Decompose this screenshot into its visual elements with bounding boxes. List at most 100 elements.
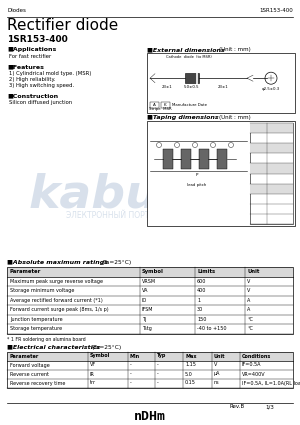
Text: Max: Max [185,354,196,359]
Circle shape [175,142,179,147]
Bar [7,267,293,334]
Text: For fast rectifier: For fast rectifier [9,54,51,59]
Text: -40 to +150: -40 to +150 [197,326,226,331]
Bar [7,351,293,360]
Text: Min: Min [130,354,140,359]
Text: 400: 400 [197,288,206,293]
Text: 5.0±0.5: 5.0±0.5 [184,85,200,89]
Text: Reverse recovery time: Reverse recovery time [10,380,65,385]
Text: Unit: Unit [247,269,260,274]
Text: (Unit : mm): (Unit : mm) [219,115,251,120]
Text: K: K [164,103,166,107]
Text: A: A [247,307,250,312]
Text: Rectifier diode: Rectifier diode [7,18,118,33]
Bar [250,143,293,153]
Text: (Unit : mm): (Unit : mm) [219,47,251,52]
Text: °C: °C [247,317,253,322]
Text: Symbol: Symbol [90,354,110,359]
Text: 30: 30 [197,307,203,312]
Text: Parameter: Parameter [10,354,39,359]
Text: ■Applications: ■Applications [7,47,56,52]
Text: Tstg: Tstg [142,326,152,331]
Text: Symbol: Symbol [142,269,164,274]
Text: 23±1: 23±1 [162,85,172,89]
Text: μA: μA [214,371,220,377]
Text: Cathode  diode  (to MSR): Cathode diode (to MSR) [166,55,212,59]
Text: Maximum peak surge reverse voltage: Maximum peak surge reverse voltage [10,279,103,284]
Text: Silicon diffused junction: Silicon diffused junction [9,100,72,105]
Text: trr: trr [90,380,96,385]
Bar [163,149,173,169]
Text: Forward voltage: Forward voltage [10,363,50,368]
Text: φ2.5±0.3: φ2.5±0.3 [262,87,280,91]
Text: (Ta=25°C): (Ta=25°C) [91,345,121,349]
Text: (Ta=25°C): (Ta=25°C) [102,260,132,265]
Text: 1.15: 1.15 [185,363,196,368]
Circle shape [211,142,215,147]
Text: ■External dimensions: ■External dimensions [147,47,225,52]
Text: -: - [157,363,159,368]
Text: 1SR153-400: 1SR153-400 [259,8,293,13]
Text: Rev.B: Rev.B [230,405,245,410]
Text: -: - [157,380,159,385]
Text: Junction temperature: Junction temperature [10,317,63,322]
Text: 150: 150 [197,317,206,322]
Text: P: P [196,173,198,177]
Bar [217,149,227,169]
Text: ■Features: ■Features [7,64,44,69]
Text: Stripe  MSR: Stripe MSR [149,107,172,111]
Bar [250,123,293,224]
Bar [147,121,295,226]
Text: Manufacture Date: Manufacture Date [172,103,207,107]
Text: IF=0.5A, IL=1.0A(RL load): IF=0.5A, IL=1.0A(RL load) [242,380,300,385]
Text: -: - [130,371,132,377]
Bar [147,53,295,113]
Bar [161,102,170,108]
Text: V: V [247,288,250,293]
Text: -: - [157,371,159,377]
Text: Typ: Typ [157,354,166,359]
Text: Unit: Unit [214,354,226,359]
Bar [185,73,199,83]
Text: Storage temperature: Storage temperature [10,326,62,331]
Circle shape [193,142,197,147]
Bar [181,149,191,169]
Bar [250,163,293,173]
Text: V: V [247,279,250,284]
Text: IO: IO [142,298,147,303]
Bar [7,351,293,388]
Text: 2) High reliability.: 2) High reliability. [9,77,56,82]
Bar [250,123,293,133]
Text: 600: 600 [197,279,206,284]
Text: kabus: kabus [28,173,188,218]
Text: °C: °C [247,326,253,331]
Text: Storage minimum voltage: Storage minimum voltage [10,288,74,293]
Text: Conditions: Conditions [242,354,271,359]
Text: IR: IR [90,371,95,377]
Text: VF: VF [90,363,96,368]
Text: Diodes: Diodes [7,8,26,13]
Bar [250,184,293,194]
Text: * 1 FR soldering on alumina board: * 1 FR soldering on alumina board [7,337,85,342]
Text: -: - [130,380,132,385]
Text: VR=400V: VR=400V [242,371,266,377]
Circle shape [157,142,161,147]
Text: Forward current surge peak (8ms, 1/s p): Forward current surge peak (8ms, 1/s p) [10,307,109,312]
Text: A: A [153,103,155,107]
Text: Limits: Limits [197,269,215,274]
Bar [199,149,209,169]
Text: IF=0.5A: IF=0.5A [242,363,262,368]
Text: V: V [214,363,217,368]
Text: 1SR153-400: 1SR153-400 [7,35,68,44]
Text: Parameter: Parameter [10,269,41,274]
Text: VRSM: VRSM [142,279,156,284]
Text: 5.0: 5.0 [185,371,193,377]
Text: A: A [247,298,250,303]
Text: 1/3: 1/3 [265,405,274,410]
Text: ■Taping dimensions: ■Taping dimensions [147,115,219,120]
Text: ■Electrical characteristics: ■Electrical characteristics [7,345,100,349]
Text: 0.15: 0.15 [185,380,196,385]
Bar [7,267,293,277]
Text: Average rectified forward current (*1): Average rectified forward current (*1) [10,298,103,303]
Text: VA: VA [142,288,148,293]
